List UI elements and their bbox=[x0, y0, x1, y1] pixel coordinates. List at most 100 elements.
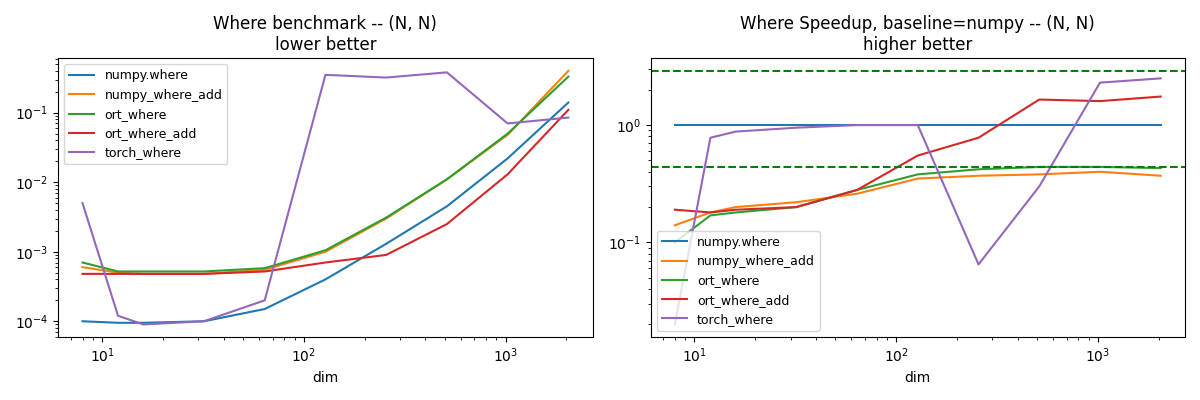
ort_where_add bbox=[971, 135, 985, 140]
torch_where bbox=[318, 72, 332, 77]
torch_where bbox=[500, 121, 515, 126]
ort_where_add bbox=[667, 207, 682, 212]
torch_where bbox=[971, 262, 985, 267]
Line: torch_where: torch_where bbox=[83, 72, 569, 324]
ort_where bbox=[258, 266, 272, 270]
Line: numpy_where_add: numpy_where_add bbox=[674, 172, 1160, 225]
Title: Where benchmark -- (N, N)
lower better: Where benchmark -- (N, N) lower better bbox=[214, 15, 437, 54]
numpy_where_add bbox=[500, 132, 515, 137]
Legend: numpy.where, numpy_where_add, ort_where, ort_where_add, torch_where: numpy.where, numpy_where_add, ort_where,… bbox=[65, 64, 227, 164]
numpy_where_add bbox=[971, 173, 985, 178]
ort_where_add bbox=[318, 260, 332, 265]
ort_where_add bbox=[1032, 97, 1046, 102]
torch_where bbox=[703, 135, 718, 140]
ort_where_add bbox=[728, 207, 743, 212]
numpy.where bbox=[971, 123, 985, 128]
Line: numpy.where: numpy.where bbox=[83, 102, 569, 323]
torch_where bbox=[790, 125, 804, 130]
ort_where bbox=[1153, 166, 1168, 170]
torch_where bbox=[136, 322, 150, 327]
numpy.where bbox=[76, 319, 90, 324]
ort_where_add bbox=[1093, 99, 1108, 104]
numpy_where_add bbox=[197, 272, 211, 276]
ort_where bbox=[790, 205, 804, 210]
ort_where bbox=[911, 172, 925, 177]
numpy.where bbox=[1093, 123, 1108, 128]
torch_where bbox=[258, 298, 272, 303]
ort_where_add bbox=[439, 222, 454, 226]
ort_where bbox=[110, 269, 125, 274]
numpy_where_add bbox=[76, 265, 90, 270]
ort_where bbox=[1032, 164, 1046, 169]
numpy_where_add bbox=[911, 176, 925, 181]
torch_where bbox=[110, 313, 125, 318]
numpy_where_add bbox=[110, 270, 125, 275]
ort_where bbox=[850, 188, 864, 192]
numpy_where_add bbox=[379, 216, 394, 221]
numpy_where_add bbox=[703, 210, 718, 215]
numpy.where bbox=[1032, 123, 1046, 128]
Line: ort_where: ort_where bbox=[83, 77, 569, 272]
numpy.where bbox=[258, 307, 272, 312]
ort_where_add bbox=[850, 188, 864, 192]
torch_where bbox=[76, 201, 90, 206]
ort_where_add bbox=[703, 210, 718, 215]
ort_where bbox=[1093, 164, 1108, 169]
Line: numpy_where_add: numpy_where_add bbox=[83, 71, 569, 274]
numpy_where_add bbox=[258, 267, 272, 272]
torch_where bbox=[1093, 80, 1108, 85]
ort_where bbox=[136, 269, 150, 274]
Line: torch_where: torch_where bbox=[674, 78, 1160, 324]
numpy_where_add bbox=[439, 177, 454, 182]
numpy.where bbox=[1153, 123, 1168, 128]
numpy.where bbox=[667, 123, 682, 128]
Title: Where Speedup, baseline=numpy -- (N, N)
higher better: Where Speedup, baseline=numpy -- (N, N) … bbox=[740, 15, 1096, 54]
torch_where bbox=[1032, 184, 1046, 189]
Line: ort_where: ort_where bbox=[674, 167, 1160, 242]
torch_where bbox=[562, 115, 576, 120]
torch_where bbox=[911, 123, 925, 128]
torch_where bbox=[728, 129, 743, 134]
numpy_where_add bbox=[562, 68, 576, 73]
ort_where_add bbox=[379, 252, 394, 257]
numpy.where bbox=[500, 156, 515, 161]
Line: ort_where_add: ort_where_add bbox=[83, 110, 569, 274]
numpy_where_add bbox=[790, 200, 804, 205]
ort_where bbox=[379, 215, 394, 220]
torch_where bbox=[1153, 76, 1168, 81]
numpy.where bbox=[562, 100, 576, 105]
torch_where bbox=[850, 123, 864, 128]
ort_where bbox=[500, 131, 515, 136]
ort_where bbox=[76, 260, 90, 265]
ort_where_add bbox=[1153, 94, 1168, 99]
ort_where_add bbox=[562, 107, 576, 112]
X-axis label: dim: dim bbox=[312, 371, 338, 385]
torch_where bbox=[197, 319, 211, 324]
ort_where bbox=[318, 248, 332, 253]
numpy.where bbox=[790, 123, 804, 128]
ort_where_add bbox=[258, 269, 272, 274]
numpy.where bbox=[110, 320, 125, 325]
ort_where bbox=[439, 177, 454, 182]
ort_where_add bbox=[197, 272, 211, 276]
numpy.where bbox=[850, 123, 864, 128]
numpy_where_add bbox=[136, 272, 150, 276]
X-axis label: dim: dim bbox=[905, 371, 931, 385]
numpy.where bbox=[136, 320, 150, 325]
numpy_where_add bbox=[1153, 173, 1168, 178]
numpy_where_add bbox=[1093, 169, 1108, 174]
numpy.where bbox=[197, 319, 211, 324]
torch_where bbox=[379, 75, 394, 80]
Line: ort_where_add: ort_where_add bbox=[674, 96, 1160, 212]
ort_where_add bbox=[136, 272, 150, 276]
numpy.where bbox=[703, 123, 718, 128]
ort_where bbox=[562, 74, 576, 79]
numpy_where_add bbox=[850, 191, 864, 196]
ort_where bbox=[703, 213, 718, 218]
numpy.where bbox=[318, 277, 332, 282]
ort_where_add bbox=[110, 272, 125, 276]
numpy_where_add bbox=[318, 249, 332, 254]
ort_where_add bbox=[911, 153, 925, 158]
ort_where bbox=[197, 269, 211, 274]
torch_where bbox=[439, 70, 454, 75]
